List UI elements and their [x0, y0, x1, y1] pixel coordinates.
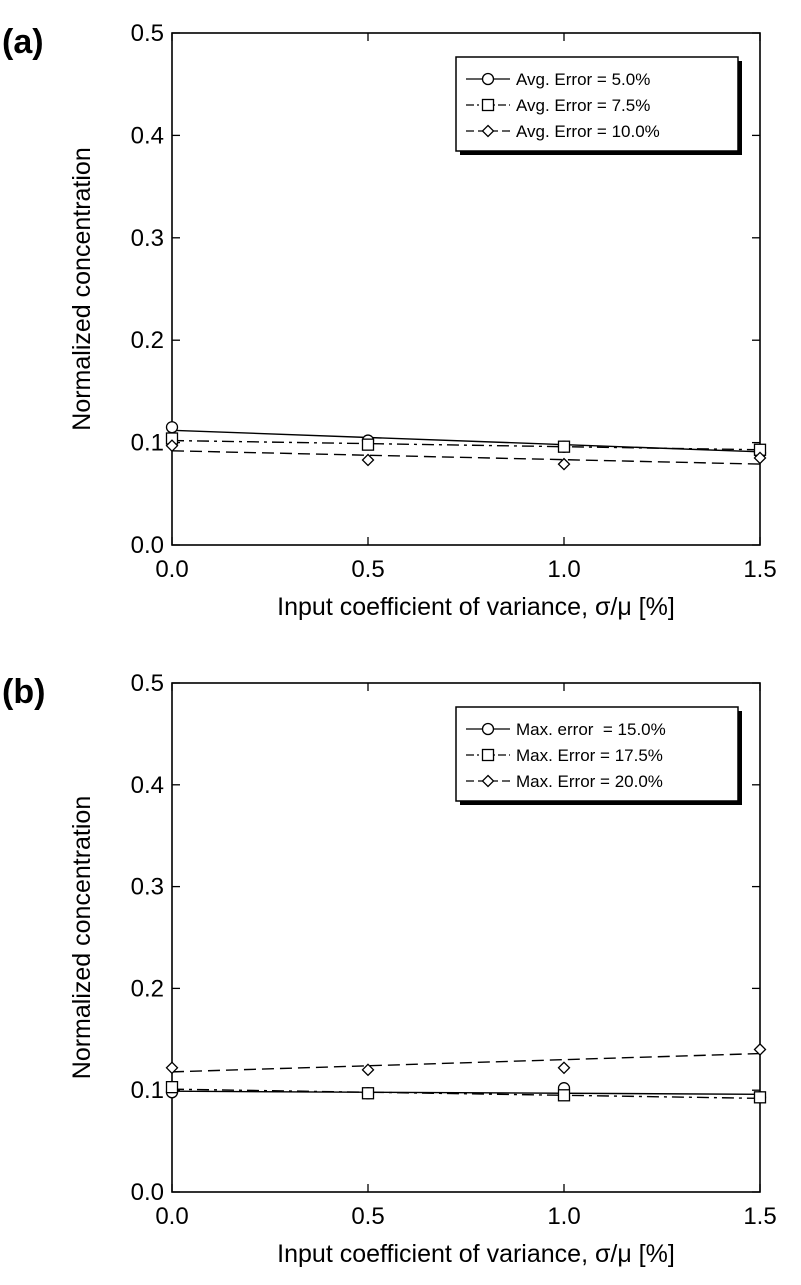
y-tick-label: 0.2	[131, 975, 164, 1002]
data-point	[165, 421, 179, 434]
series-3	[165, 439, 767, 471]
y-tick-label: 0.3	[131, 874, 164, 901]
x-tick-label: 1.5	[743, 556, 776, 583]
legend-marker	[481, 98, 495, 112]
legend-entry: Max. error = 15.0%	[516, 720, 666, 739]
series-line	[171, 1052, 761, 1073]
legend-entry: Avg. Error = 5.0%	[516, 70, 650, 89]
series-3	[165, 1043, 767, 1077]
series-1	[165, 1082, 767, 1104]
panel-label: (b)	[2, 673, 45, 711]
legend-box	[455, 56, 739, 152]
chart-panel-b: (b) 0.0 0.1 0.2 0.3 0.4 0.5 0.0 0.5 1.0 1.5 Input c…	[2, 670, 777, 1268]
legend-marker	[481, 72, 495, 86]
y-tick-label: 0.1	[131, 430, 164, 457]
legend-box	[455, 706, 739, 802]
y-axis-title: Normalized concentration	[68, 796, 96, 1079]
y-tick-label: 0.1	[131, 1077, 164, 1104]
x-tick-label: 1.0	[547, 556, 580, 583]
y-tick-label: 0.0	[131, 532, 164, 559]
legend-entry: Avg. Error = 10.0%	[516, 122, 660, 141]
legend-marker	[481, 774, 495, 788]
legend-marker	[481, 124, 495, 138]
series-2	[165, 432, 767, 456]
data-point	[557, 1061, 571, 1075]
x-tick-label: 0.5	[351, 1203, 384, 1230]
series-line	[171, 439, 761, 451]
data-point	[753, 451, 767, 465]
panel-label: (a)	[2, 23, 44, 61]
data-point	[557, 440, 571, 453]
y-tick-label: 0.2	[131, 327, 164, 354]
data-point	[753, 1091, 767, 1104]
data-point	[165, 1061, 179, 1075]
series-line	[171, 1090, 761, 1095]
legend-entry: Max. Error = 20.0%	[516, 772, 663, 791]
x-tick-label: 0.0	[155, 556, 188, 583]
y-tick-label: 0.0	[131, 1179, 164, 1206]
y-tick-label: 0.4	[131, 772, 164, 799]
data-point	[361, 1063, 375, 1077]
series-2	[165, 1080, 767, 1104]
legend: Max. error = 15.0% Max. Error = 17.5% Max.…	[455, 706, 742, 805]
y-tick-label: 0.5	[131, 20, 164, 47]
data-point	[361, 453, 375, 467]
x-axis-title: Input coefficient of variance, σ/μ [%]	[277, 1240, 675, 1268]
legend-entry: Max. Error = 17.5%	[516, 746, 663, 765]
data-point	[557, 457, 571, 471]
x-tick-label: 0.5	[351, 556, 384, 583]
chart-panel-a: (a) 0.0 0.1 0.2 0.3 0.4 0.5 0.0 0.5 1.0 1.5 Input c…	[2, 20, 777, 621]
data-point	[361, 438, 375, 451]
y-tick-label: 0.3	[131, 225, 164, 252]
y-axis-title: Normalized concentration	[68, 147, 96, 430]
data-point	[753, 1043, 767, 1056]
x-axis-title: Input coefficient of variance, σ/μ [%]	[277, 593, 675, 621]
legend-marker	[481, 722, 495, 736]
series-line	[171, 429, 761, 453]
data-point	[361, 1087, 375, 1100]
x-tick-label: 1.0	[547, 1203, 580, 1230]
series-line	[171, 450, 761, 465]
legend-marker	[481, 748, 495, 762]
x-tick-label: 1.5	[743, 1203, 776, 1230]
series-line	[171, 1088, 761, 1100]
legend: Avg. Error = 5.0% Avg. Error = 7.5% Avg. E…	[455, 56, 742, 155]
y-tick-label: 0.4	[131, 122, 164, 149]
data-point	[557, 1089, 571, 1102]
plot-frame	[171, 32, 761, 546]
plot-frame	[171, 682, 761, 1193]
data-point	[165, 439, 179, 453]
y-tick-label: 0.5	[131, 670, 164, 697]
series-1	[165, 421, 767, 459]
legend-entry: Avg. Error = 7.5%	[516, 96, 650, 115]
x-tick-label: 0.0	[155, 1203, 188, 1230]
data-point	[165, 1080, 179, 1094]
